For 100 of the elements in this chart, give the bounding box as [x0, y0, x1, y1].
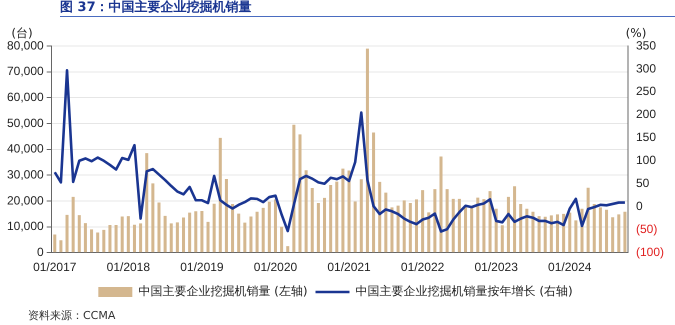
- bar: [286, 246, 290, 252]
- x-tick-label: 01/2022: [400, 260, 445, 274]
- y2-tick-label: 50: [636, 176, 650, 190]
- bar: [310, 188, 314, 252]
- bar: [151, 183, 154, 252]
- bar: [78, 215, 81, 252]
- bar: [176, 222, 179, 252]
- bar: [525, 208, 528, 252]
- y-axis-title: (台): [11, 26, 33, 40]
- y2-tick-label: 300: [636, 61, 656, 76]
- x-tick-label: 01/2023: [474, 260, 518, 274]
- bar: [556, 214, 559, 252]
- y2-tick-label: 0: [636, 199, 643, 213]
- y-tick-label: 20,000: [7, 193, 44, 208]
- bar: [126, 216, 130, 252]
- y-tick-label: 70,000: [7, 64, 44, 78]
- bar: [102, 230, 106, 252]
- bar: [323, 198, 326, 252]
- bar: [402, 200, 406, 252]
- bar: [108, 224, 112, 252]
- bar: [256, 212, 259, 252]
- bar: [182, 217, 186, 252]
- y2-tick-label: 100: [636, 153, 656, 168]
- bar: [164, 216, 167, 252]
- bar: [427, 212, 430, 252]
- x-tick-label: 01/2017: [33, 260, 77, 274]
- y2-tick-label: 350: [636, 38, 656, 52]
- bar: [231, 204, 234, 252]
- bar: [139, 223, 142, 252]
- legend-label: 中国主要企业挖掘机销量 (左轴): [138, 284, 308, 298]
- x-tick-label: 01/2021: [327, 260, 372, 274]
- y2-tick-label: (100): [636, 244, 664, 259]
- bar: [396, 206, 400, 252]
- bar: [262, 208, 265, 252]
- bar: [120, 216, 124, 252]
- bar: [304, 170, 308, 252]
- bar: [482, 199, 486, 252]
- bar: [408, 203, 412, 252]
- bar: [292, 124, 296, 252]
- bar: [500, 225, 504, 252]
- bar: [421, 190, 424, 252]
- y-tick-label: 40,000: [7, 142, 44, 156]
- bar: [592, 204, 596, 252]
- bar: [378, 182, 382, 252]
- y-tick-label: 0: [37, 244, 44, 259]
- bar: [439, 156, 443, 252]
- bar: [598, 207, 602, 252]
- bar: [59, 240, 62, 252]
- bar: [274, 199, 277, 252]
- bar: [335, 182, 338, 252]
- bar: [280, 226, 284, 252]
- bar: [132, 224, 136, 252]
- bar: [114, 224, 118, 252]
- y2-tick-label: 150: [636, 130, 656, 144]
- bar: [458, 198, 461, 252]
- bar: [66, 214, 69, 252]
- bar: [544, 216, 547, 252]
- bar: [188, 212, 192, 252]
- bar: [84, 223, 87, 252]
- legend-label: 中国主要企业挖掘机销量按年增长 (右轴): [356, 284, 573, 298]
- bar: [446, 189, 449, 252]
- bar: [531, 212, 534, 252]
- y2-axis-title: (%): [626, 26, 646, 40]
- bar: [348, 170, 351, 252]
- bar: [390, 207, 394, 252]
- y-tick-label: 10,000: [7, 219, 44, 234]
- bar: [372, 132, 376, 252]
- bar: [170, 223, 173, 252]
- bar: [568, 212, 572, 252]
- bar: [464, 206, 468, 252]
- bar: [586, 188, 590, 252]
- bar: [506, 196, 510, 252]
- y-tick-label: 50,000: [7, 116, 44, 130]
- x-tick-label: 01/2019: [180, 260, 224, 274]
- bar: [433, 189, 436, 252]
- bar: [519, 204, 522, 252]
- bar: [384, 192, 388, 252]
- y-tick-label: 80,000: [7, 38, 44, 52]
- y-tick-label: 60,000: [7, 90, 44, 104]
- chart-title: 图 37：中国主要企业挖掘机销量: [60, 0, 675, 17]
- bar: [354, 201, 357, 252]
- y2-tick-label: 250: [636, 84, 656, 98]
- x-tick-label: 01/2020: [254, 260, 298, 274]
- bar: [452, 198, 455, 252]
- x-tick-label: 01/2024: [548, 260, 592, 274]
- bar: [617, 214, 620, 252]
- y2-tick-label: 200: [636, 107, 656, 122]
- bar: [157, 202, 161, 252]
- bar: [237, 214, 240, 252]
- bar: [329, 184, 332, 252]
- bar: [200, 211, 204, 252]
- bar: [298, 134, 302, 252]
- bar: [341, 168, 344, 252]
- bar: [268, 202, 271, 252]
- bar: [316, 203, 320, 252]
- bar: [243, 222, 246, 252]
- bar: [90, 229, 94, 252]
- bar: [513, 186, 516, 252]
- bar: [249, 216, 252, 252]
- bar: [611, 217, 614, 252]
